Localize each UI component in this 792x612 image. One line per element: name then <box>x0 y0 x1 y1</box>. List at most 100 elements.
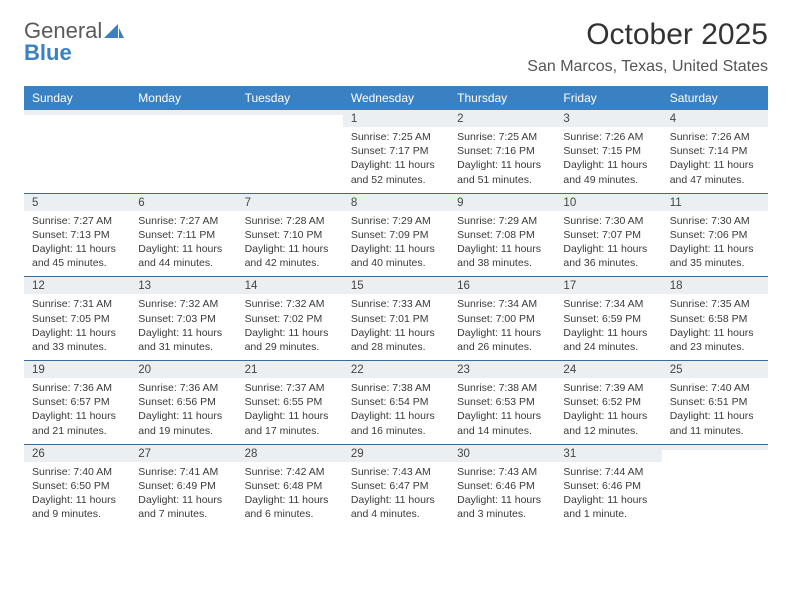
sunrise-line: Sunrise: 7:43 AM <box>351 465 441 479</box>
day-number: 10 <box>555 193 661 211</box>
sunset-line: Sunset: 7:02 PM <box>245 312 335 326</box>
day-cell-empty <box>237 110 343 193</box>
sunrise-line: Sunrise: 7:25 AM <box>457 130 547 144</box>
day-cell: 13Sunrise: 7:32 AMSunset: 7:03 PMDayligh… <box>130 276 236 360</box>
sunset-line: Sunset: 6:50 PM <box>32 479 122 493</box>
day-body: Sunrise: 7:44 AMSunset: 6:46 PMDaylight:… <box>555 462 661 528</box>
day-number: 5 <box>24 193 130 211</box>
sunset-line: Sunset: 6:49 PM <box>138 479 228 493</box>
daylight-line: Daylight: 11 hours and 35 minutes. <box>670 242 760 270</box>
day-number: 6 <box>130 193 236 211</box>
day-body: Sunrise: 7:40 AMSunset: 6:51 PMDaylight:… <box>662 378 768 444</box>
day-number: 9 <box>449 193 555 211</box>
day-number: 4 <box>662 110 768 127</box>
day-cell: 5Sunrise: 7:27 AMSunset: 7:13 PMDaylight… <box>24 193 130 277</box>
day-number: 19 <box>24 360 130 378</box>
daylight-line: Daylight: 11 hours and 17 minutes. <box>245 409 335 437</box>
sunrise-line: Sunrise: 7:40 AM <box>670 381 760 395</box>
day-cell: 22Sunrise: 7:38 AMSunset: 6:54 PMDayligh… <box>343 360 449 444</box>
sunrise-line: Sunrise: 7:26 AM <box>563 130 653 144</box>
day-number: 14 <box>237 276 343 294</box>
sunset-line: Sunset: 7:11 PM <box>138 228 228 242</box>
sunset-line: Sunset: 7:14 PM <box>670 144 760 158</box>
day-body: Sunrise: 7:37 AMSunset: 6:55 PMDaylight:… <box>237 378 343 444</box>
day-cell: 23Sunrise: 7:38 AMSunset: 6:53 PMDayligh… <box>449 360 555 444</box>
sunset-line: Sunset: 6:52 PM <box>563 395 653 409</box>
day-cell: 17Sunrise: 7:34 AMSunset: 6:59 PMDayligh… <box>555 276 661 360</box>
day-number: 31 <box>555 444 661 462</box>
day-body: Sunrise: 7:38 AMSunset: 6:53 PMDaylight:… <box>449 378 555 444</box>
day-body: Sunrise: 7:39 AMSunset: 6:52 PMDaylight:… <box>555 378 661 444</box>
sunset-line: Sunset: 7:06 PM <box>670 228 760 242</box>
day-body <box>237 115 343 175</box>
day-number: 24 <box>555 360 661 378</box>
sunrise-line: Sunrise: 7:37 AM <box>245 381 335 395</box>
daylight-line: Daylight: 11 hours and 44 minutes. <box>138 242 228 270</box>
day-body: Sunrise: 7:34 AMSunset: 7:00 PMDaylight:… <box>449 294 555 360</box>
day-number: 2 <box>449 110 555 127</box>
day-cell: 21Sunrise: 7:37 AMSunset: 6:55 PMDayligh… <box>237 360 343 444</box>
day-cell: 3Sunrise: 7:26 AMSunset: 7:15 PMDaylight… <box>555 110 661 193</box>
day-cell: 6Sunrise: 7:27 AMSunset: 7:11 PMDaylight… <box>130 193 236 277</box>
sunrise-line: Sunrise: 7:44 AM <box>563 465 653 479</box>
sunset-line: Sunset: 7:16 PM <box>457 144 547 158</box>
sunrise-line: Sunrise: 7:41 AM <box>138 465 228 479</box>
dow-thursday: Thursday <box>449 86 555 110</box>
sunset-line: Sunset: 6:48 PM <box>245 479 335 493</box>
day-number: 17 <box>555 276 661 294</box>
sunset-line: Sunset: 7:09 PM <box>351 228 441 242</box>
day-number: 8 <box>343 193 449 211</box>
day-cell: 14Sunrise: 7:32 AMSunset: 7:02 PMDayligh… <box>237 276 343 360</box>
day-cell: 16Sunrise: 7:34 AMSunset: 7:00 PMDayligh… <box>449 276 555 360</box>
sunset-line: Sunset: 7:10 PM <box>245 228 335 242</box>
sunrise-line: Sunrise: 7:34 AM <box>457 297 547 311</box>
sunrise-line: Sunrise: 7:31 AM <box>32 297 122 311</box>
sunset-line: Sunset: 7:17 PM <box>351 144 441 158</box>
day-cell: 18Sunrise: 7:35 AMSunset: 6:58 PMDayligh… <box>662 276 768 360</box>
day-body: Sunrise: 7:41 AMSunset: 6:49 PMDaylight:… <box>130 462 236 528</box>
day-body: Sunrise: 7:30 AMSunset: 7:07 PMDaylight:… <box>555 211 661 277</box>
sunrise-line: Sunrise: 7:30 AM <box>670 214 760 228</box>
day-number: 3 <box>555 110 661 127</box>
calendar: Sunday Monday Tuesday Wednesday Thursday… <box>24 86 768 527</box>
sunset-line: Sunset: 7:05 PM <box>32 312 122 326</box>
day-body: Sunrise: 7:42 AMSunset: 6:48 PMDaylight:… <box>237 462 343 528</box>
week-row: 26Sunrise: 7:40 AMSunset: 6:50 PMDayligh… <box>24 444 768 528</box>
day-number: 18 <box>662 276 768 294</box>
week-row: 12Sunrise: 7:31 AMSunset: 7:05 PMDayligh… <box>24 276 768 360</box>
sunset-line: Sunset: 6:54 PM <box>351 395 441 409</box>
day-number: 27 <box>130 444 236 462</box>
day-cell: 28Sunrise: 7:42 AMSunset: 6:48 PMDayligh… <box>237 444 343 528</box>
week-row: 5 Sunrise: 7:27 AMSunset: 7:13 PM Daylight… <box>24 193 768 277</box>
daylight-line: Daylight: 11 hours and 12 minutes. <box>563 409 653 437</box>
sunrise-line: Sunrise: 7:32 AM <box>138 297 228 311</box>
day-body: Sunrise: 7:38 AMSunset: 6:54 PMDaylight:… <box>343 378 449 444</box>
dow-saturday: Saturday <box>662 86 768 110</box>
day-cell: 7Sunrise: 7:28 AMSunset: 7:10 PMDaylight… <box>237 193 343 277</box>
day-cell: 20Sunrise: 7:36 AMSunset: 6:56 PMDayligh… <box>130 360 236 444</box>
day-number: 16 <box>449 276 555 294</box>
title-block: October 2025 San Marcos, Texas, United S… <box>527 18 768 76</box>
sunrise-line: Sunrise: 7:36 AM <box>32 381 122 395</box>
day-body <box>24 115 130 175</box>
day-cell: 8Sunrise: 7:29 AMSunset: 7:09 PMDaylight… <box>343 193 449 277</box>
day-body: Sunrise: 7:43 AMSunset: 6:46 PMDaylight:… <box>449 462 555 528</box>
sunset-line: Sunset: 6:53 PM <box>457 395 547 409</box>
day-number: 20 <box>130 360 236 378</box>
day-body: Sunrise: 7:36 AMSunset: 6:57 PMDaylight:… <box>24 378 130 444</box>
day-body: Sunrise: 7:28 AMSunset: 7:10 PMDaylight:… <box>237 211 343 277</box>
sunrise-line: Sunrise: 7:42 AM <box>245 465 335 479</box>
daylight-line: Daylight: 11 hours and 52 minutes. <box>351 158 441 186</box>
sunset-line: Sunset: 7:13 PM <box>32 228 122 242</box>
dow-tuesday: Tuesday <box>237 86 343 110</box>
day-body: Sunrise: 7:25 AMSunset: 7:16 PMDaylight:… <box>449 127 555 193</box>
sunrise-line: Sunrise: 7:27 AM <box>32 214 122 228</box>
sunrise-line: Sunrise: 7:40 AM <box>32 465 122 479</box>
day-cell: 19Sunrise: 7:36 AMSunset: 6:57 PMDayligh… <box>24 360 130 444</box>
week-row: 1Sunrise: 7:25 AMSunset: 7:17 PMDaylight… <box>24 110 768 193</box>
day-body: Sunrise: 7:40 AMSunset: 6:50 PMDaylight:… <box>24 462 130 528</box>
sunset-line: Sunset: 7:07 PM <box>563 228 653 242</box>
sunset-line: Sunset: 6:57 PM <box>32 395 122 409</box>
day-number: 29 <box>343 444 449 462</box>
day-cell: 2Sunrise: 7:25 AMSunset: 7:16 PMDaylight… <box>449 110 555 193</box>
